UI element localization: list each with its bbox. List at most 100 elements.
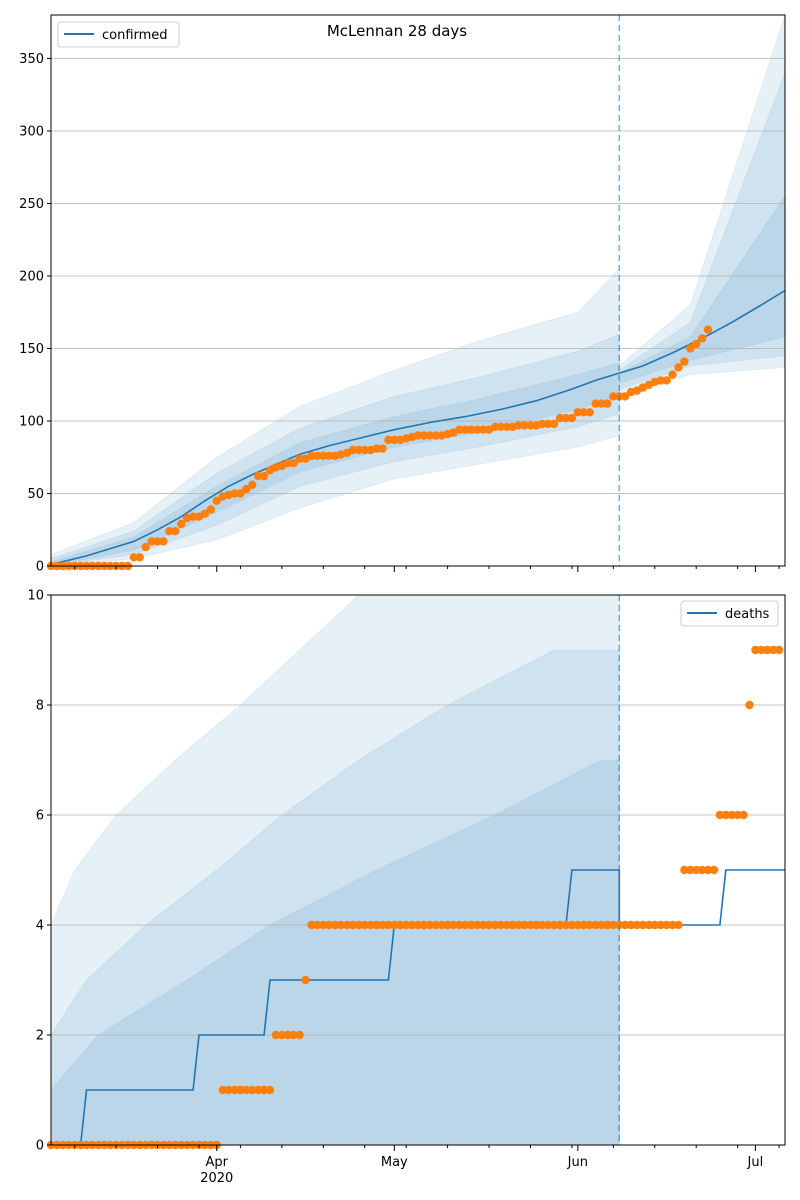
- deaths-observed-point: [348, 920, 358, 930]
- deaths-observed-point: [248, 1085, 257, 1095]
- confirmed-axes: 0 50 100 150 200 250 300 350: [19, 14, 786, 575]
- confirmed-bands: [51, 15, 785, 566]
- confirmed-observed-point: [372, 444, 381, 453]
- confirmed-observed-point: [171, 527, 180, 536]
- deaths-axes-frame: [50, 594, 786, 1146]
- deaths-observed-point: [745, 700, 754, 710]
- xtick-label: May: [381, 1155, 408, 1170]
- confirmed-panel: 0 50 100 150 200 250 300 350 McLennan 28 days c…: [19, 14, 786, 575]
- confirmed-observed-point: [390, 435, 399, 445]
- deaths-observed-point: [526, 920, 535, 930]
- confirmed-observed-point: [360, 445, 369, 455]
- xtick-year-label: 2020: [200, 1171, 233, 1186]
- confirmed-observed-point: [549, 419, 559, 429]
- deaths-observed-point: [727, 810, 736, 820]
- confirmed-observed-point: [697, 334, 707, 343]
- confirmed-observed-point: [544, 419, 553, 429]
- confirmed-legend: confirmed: [57, 21, 180, 48]
- deaths-observed-point: [692, 865, 701, 875]
- confirmed-observed-point: [668, 370, 677, 379]
- deaths-observed-point: [496, 920, 506, 930]
- deaths-observed-point: [330, 920, 340, 930]
- deaths-bands: [51, 595, 620, 1145]
- confirmed-observed-point: [686, 344, 695, 353]
- deaths-observed-point: [295, 1030, 304, 1040]
- confirmed-ytick-label: 200: [19, 270, 44, 285]
- confirmed-observed-point: [419, 431, 429, 440]
- deaths-observed-point: [354, 920, 363, 930]
- confirmed-observed-point: [242, 484, 251, 494]
- deaths-band-middle: [51, 649, 620, 1145]
- deaths-observed-point: [259, 1085, 269, 1095]
- deaths-observed-point: [668, 920, 677, 930]
- deaths-observed-point: [289, 1030, 298, 1040]
- deaths-ytick-label: 0: [36, 1139, 44, 1154]
- deaths-ytick-label: 8: [36, 699, 44, 714]
- confirmed-ytick-label: 50: [27, 487, 44, 502]
- confirmed-observed-point: [384, 435, 393, 445]
- deaths-observed-point: [686, 865, 695, 875]
- deaths-observed-point: [733, 810, 742, 820]
- confirmed-observed-point: [478, 425, 488, 434]
- confirmed-observed-point: [621, 392, 630, 401]
- deaths-observed-point: [715, 810, 725, 820]
- confirmed-observed-point: [289, 458, 298, 468]
- confirmed-observed-point: [473, 425, 482, 434]
- deaths-observed-point: [224, 1085, 233, 1095]
- confirmed-observed-point: [573, 408, 582, 417]
- xtick-label: Apr: [205, 1155, 228, 1170]
- confirmed-observed-point: [496, 422, 506, 431]
- deaths-observed-point: [532, 920, 541, 930]
- deaths-band-outer: [51, 595, 620, 1145]
- confirmed-ytick-label: 250: [19, 197, 44, 212]
- deaths-observed-point: [739, 810, 748, 820]
- deaths-observed-point: [425, 920, 434, 930]
- deaths-observed-point: [449, 920, 458, 930]
- deaths-observed-point: [230, 1085, 239, 1095]
- deaths-observed-point: [271, 1030, 281, 1040]
- deaths-observed-point: [372, 920, 381, 930]
- confirmed-band-inner: [51, 195, 785, 566]
- confirmed-observed-point: [153, 537, 162, 546]
- deaths-observed-point: [236, 1085, 245, 1095]
- deaths-observed-point: [407, 920, 417, 930]
- confirmed-observed-point: [591, 399, 600, 408]
- confirmed-observed-point: [567, 413, 577, 423]
- deaths-observed-point: [573, 920, 582, 930]
- confirmed-observed-point: [555, 413, 565, 423]
- deaths-observed-point: [751, 645, 760, 655]
- deaths-observed-point: [538, 920, 547, 930]
- deaths-observed-point: [662, 920, 671, 930]
- confirmed-observed-point: [378, 444, 387, 453]
- confirmed-legend-label: confirmed: [102, 28, 168, 43]
- confirmed-observed-point: [159, 537, 168, 546]
- deaths-observed-point: [632, 920, 642, 930]
- deaths-observed-point: [360, 920, 369, 930]
- confirmed-observed-point: [490, 422, 500, 431]
- deaths-legend: deaths: [680, 600, 779, 627]
- confirmed-gridlines: [51, 58, 785, 567]
- deaths-observed-point: [265, 1085, 275, 1095]
- deaths-observed-point: [478, 920, 488, 930]
- confirmed-observed-point: [425, 431, 434, 440]
- confirmed-observed-point: [520, 421, 529, 430]
- confirmed-observed-point: [662, 376, 671, 385]
- confirmed-observed-point: [177, 519, 186, 529]
- deaths-observed-point: [626, 920, 636, 930]
- confirmed-observed-point: [502, 422, 511, 431]
- deaths-observed-point: [650, 920, 659, 930]
- deaths-observed-point: [336, 920, 346, 930]
- confirmed-observed-point: [319, 451, 328, 460]
- confirmed-observed-point: [579, 408, 588, 417]
- confirmed-observed-point: [656, 376, 665, 385]
- confirmed-observed-point: [206, 505, 215, 514]
- confirmed-observed-point: [200, 509, 210, 518]
- confirmed-model-line: [50, 289, 786, 566]
- confirmed-ytick-label: 150: [19, 342, 44, 357]
- confirmed-observed-point: [467, 425, 476, 434]
- deaths-observed-point: [544, 920, 553, 930]
- deaths-observed-point: [301, 975, 310, 985]
- deaths-observed-point: [283, 1030, 292, 1040]
- deaths-observed-point: [703, 865, 713, 875]
